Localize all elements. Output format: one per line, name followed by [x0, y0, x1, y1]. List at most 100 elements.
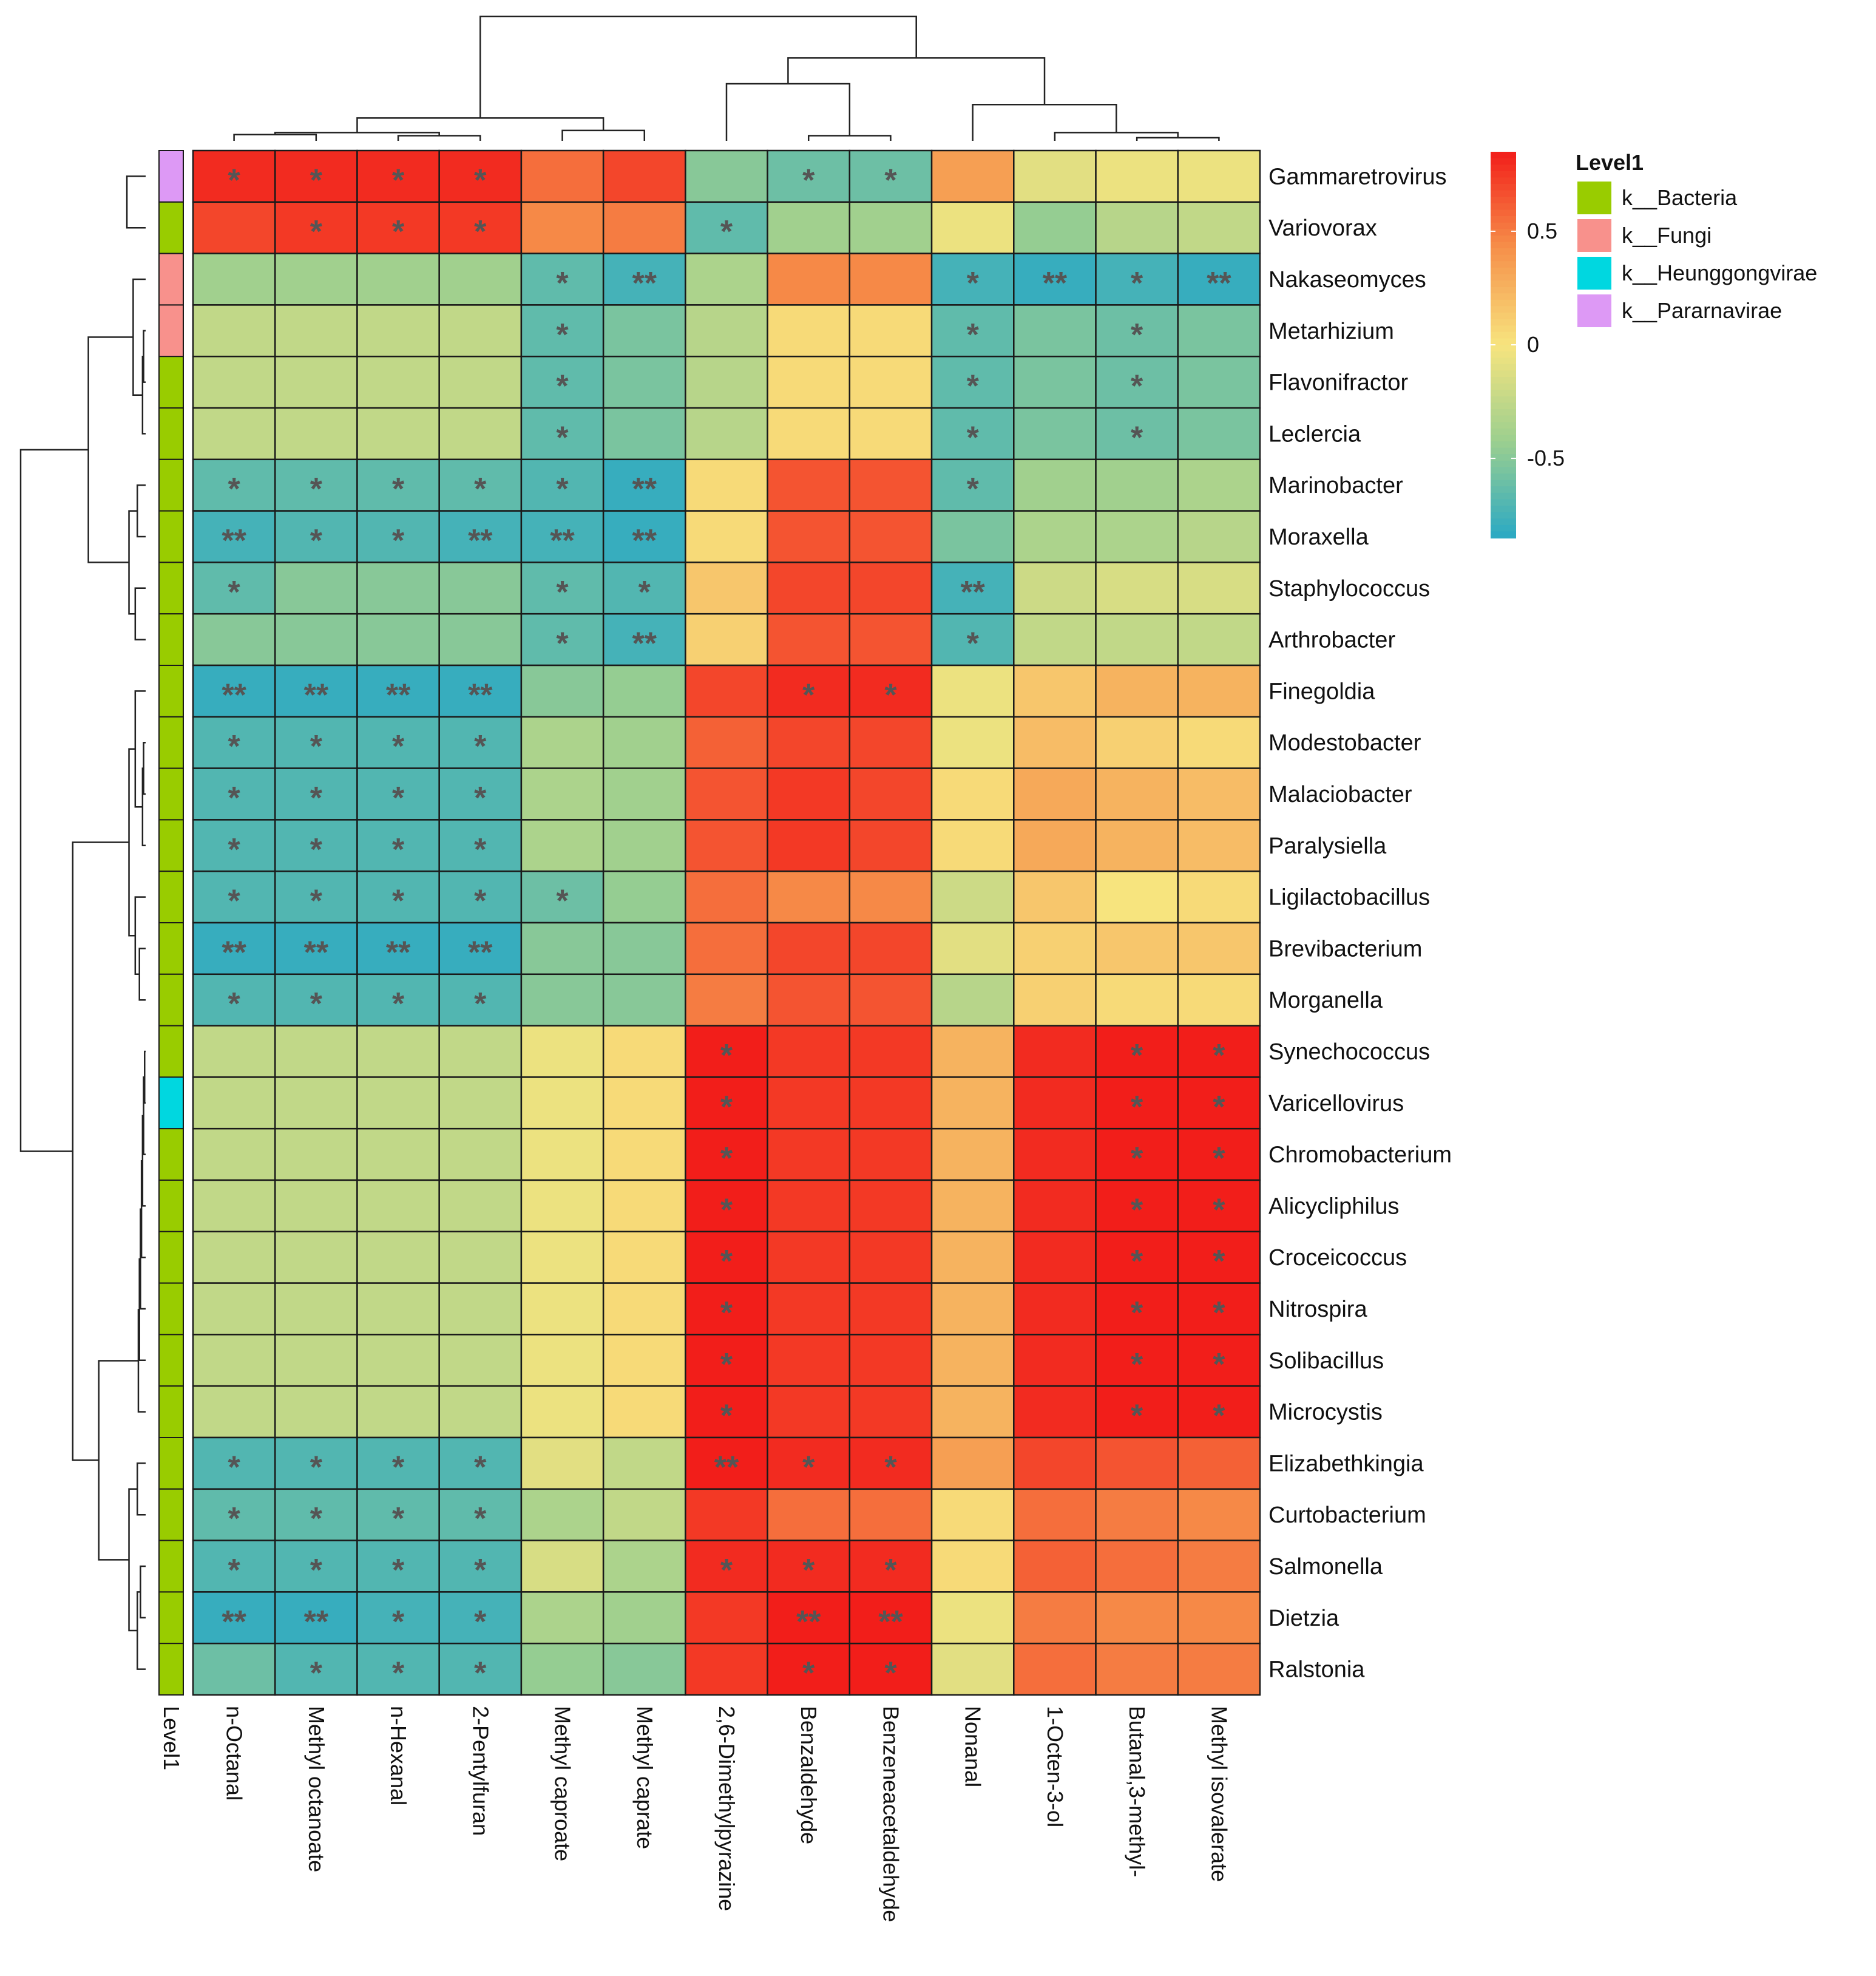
heat-cell — [1013, 767, 1097, 821]
heat-cell — [848, 1076, 933, 1130]
heat-cell — [1013, 922, 1097, 976]
heat-cell — [192, 1179, 276, 1233]
heat-cell — [1177, 407, 1261, 461]
heat-cell — [1095, 716, 1179, 769]
heat-cell — [1013, 1436, 1097, 1490]
heat-cell — [1095, 922, 1179, 976]
heat-cell — [192, 1076, 276, 1130]
color-scale-segment — [1491, 331, 1516, 339]
significance-mark: * — [1131, 1038, 1143, 1073]
column-label: Benzaldehyde — [796, 1706, 821, 1844]
row-label: Moraxella — [1268, 525, 1369, 550]
annotation-cell — [158, 253, 184, 306]
heat-cell — [930, 767, 1015, 821]
heat-cell — [1013, 1127, 1097, 1181]
heat-cell — [1013, 973, 1097, 1027]
heat-cell — [1095, 304, 1179, 358]
heat-cell — [356, 1282, 440, 1336]
heat-cell — [1013, 407, 1097, 461]
heat-cell — [1013, 716, 1097, 769]
heat-cell — [1013, 1025, 1097, 1078]
significance-mark: * — [720, 214, 733, 250]
significance-mark: * — [556, 472, 569, 507]
heat-cell — [602, 304, 686, 358]
row-labels: Gammaretrovirus Variovorax Nakaseomyces Met… — [1268, 164, 1452, 1682]
significance-mark: * — [1131, 317, 1143, 353]
heat-cell — [520, 973, 604, 1027]
significance-mark: * — [967, 626, 980, 662]
heat-cell — [767, 664, 851, 718]
significance-mark: * — [1131, 1295, 1143, 1331]
color-scale-segment — [1491, 480, 1516, 487]
column-label: n-Hexanal — [386, 1706, 411, 1805]
heat-cell — [438, 819, 523, 872]
heat-cell — [192, 1334, 276, 1387]
heat-cell — [520, 1488, 604, 1541]
color-scale-segment — [1491, 319, 1516, 327]
row-label: Metarhizium — [1268, 319, 1394, 344]
heat-cell — [1013, 664, 1097, 718]
heat-cell — [356, 1488, 440, 1541]
heat-cell — [520, 1231, 604, 1284]
heat-cell — [767, 304, 851, 358]
dendrogram-branch — [143, 741, 146, 795]
heat-cell — [1095, 510, 1179, 563]
heat-cell — [848, 1231, 933, 1284]
heat-cell — [1013, 1334, 1097, 1387]
significance-mark: * — [1131, 1399, 1143, 1434]
heat-cell — [1177, 201, 1261, 254]
heat-cell — [1013, 1591, 1097, 1645]
significance-mark: * — [1213, 1347, 1225, 1382]
heat-cell — [685, 149, 768, 203]
heat-cell — [685, 1127, 768, 1181]
color-scale-segment — [1491, 216, 1516, 223]
significance-mark: ** — [632, 472, 657, 507]
heat-cell — [602, 355, 686, 409]
color-scale-segment — [1491, 171, 1516, 178]
heat-cell — [1095, 458, 1179, 512]
heat-cell — [274, 1334, 358, 1387]
heat-cell — [520, 1540, 604, 1593]
color-scale-segment — [1491, 499, 1516, 506]
heat-cell — [520, 716, 604, 769]
heat-cell — [520, 201, 604, 254]
heat-cell — [602, 767, 686, 821]
significance-mark: ** — [304, 677, 329, 713]
significance-mark: ** — [468, 523, 493, 559]
heat-cell — [356, 1385, 440, 1439]
significance-mark: * — [474, 832, 487, 867]
heat-cell — [274, 149, 358, 203]
heat-cell — [685, 819, 768, 872]
heat-cell — [438, 613, 523, 667]
heat-cell — [767, 562, 851, 615]
heat-cell — [192, 1282, 276, 1336]
row-label: Malaciobacter — [1268, 782, 1412, 807]
annotation-cell — [158, 1334, 184, 1387]
color-scale-segment — [1491, 486, 1516, 494]
heat-cell — [602, 1282, 686, 1336]
row-label: Alicycliphilus — [1268, 1193, 1399, 1219]
legend-label: k__Bacteria — [1622, 185, 1738, 210]
heat-cell — [356, 1179, 440, 1233]
dendrogram-branch — [19, 449, 89, 1152]
annotation-cell — [158, 562, 184, 615]
significance-mark: * — [228, 472, 240, 507]
significance-mark: * — [474, 884, 487, 919]
significance-mark: * — [1213, 1399, 1225, 1434]
annotation-cell — [158, 1591, 184, 1645]
color-scale-segment — [1491, 415, 1516, 423]
heat-cell — [192, 767, 276, 821]
legend-swatch — [1576, 180, 1613, 216]
heat-cell — [930, 613, 1015, 667]
significance-mark: * — [474, 1450, 487, 1485]
legend-title: Level1 — [1576, 150, 1644, 175]
color-scale-segment — [1491, 370, 1516, 378]
column-label: n-Octanal — [222, 1706, 247, 1801]
heat-cell — [930, 201, 1015, 254]
heat-cell — [685, 458, 768, 512]
significance-mark: * — [720, 1038, 733, 1073]
color-scale-segment — [1491, 364, 1516, 372]
heat-cell — [274, 1076, 358, 1130]
annotation-cell — [158, 458, 184, 512]
heat-cell — [930, 1642, 1015, 1696]
